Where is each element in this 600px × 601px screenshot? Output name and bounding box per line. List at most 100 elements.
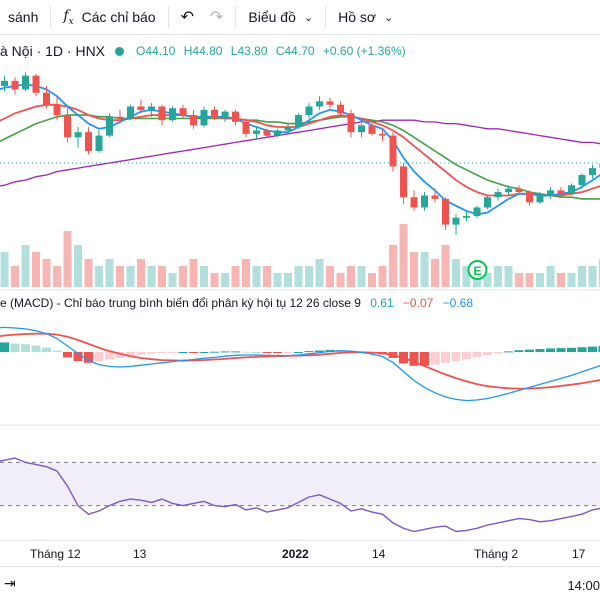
macd-histogram-bar <box>221 351 230 352</box>
candle-body <box>33 76 40 93</box>
candle-body <box>369 125 376 134</box>
bottom-bar: ⇥ 14:00 <box>0 566 600 601</box>
candle-body <box>474 207 481 216</box>
close-value: C44.70 <box>276 44 315 58</box>
candle-body <box>432 196 439 199</box>
candle-body <box>526 192 533 202</box>
macd-histogram-bar <box>441 352 450 363</box>
macd-histogram-bar <box>53 351 62 353</box>
candle-body <box>43 93 50 105</box>
open-value: O44.10 <box>136 44 175 58</box>
candle-body <box>159 107 166 121</box>
x-tick-label: Tháng 12 <box>30 547 81 561</box>
candle-body <box>138 107 145 110</box>
change-value: +0.60 (+1.36%) <box>323 44 406 58</box>
candle-body <box>484 197 491 207</box>
volume-bar <box>400 224 408 287</box>
macd-histogram-bar <box>168 352 177 353</box>
candle-body <box>222 112 229 119</box>
volume-bar <box>452 259 460 287</box>
volume-bar <box>232 266 240 287</box>
candle-body <box>390 136 397 167</box>
macd-histogram-bar <box>105 352 114 360</box>
volume-bar <box>295 266 303 287</box>
candle-body <box>579 175 586 185</box>
macd-histogram-bar <box>536 349 545 352</box>
macd-histogram-bar <box>452 352 461 361</box>
candle-body <box>379 134 386 136</box>
high-value: H44.80 <box>184 44 223 58</box>
volume-bar <box>379 266 387 287</box>
candle-body <box>54 105 61 115</box>
candle-body <box>348 113 355 132</box>
volume-bar <box>116 266 124 287</box>
ma-slow-line <box>0 115 600 199</box>
volume-bar <box>53 266 61 287</box>
volume-bar <box>526 273 534 287</box>
macd-histogram-bar <box>147 352 156 354</box>
macd-histogram-bar <box>494 352 503 353</box>
volume-bar <box>557 273 565 287</box>
candle-body <box>75 132 82 137</box>
macd-histogram-bar <box>0 342 9 352</box>
volume-bar <box>200 266 208 287</box>
macd-value: 0.61 <box>370 296 393 310</box>
candle-body <box>169 108 176 120</box>
volume-bar <box>137 259 145 287</box>
macd-legend: e (MACD) - Chỉ báo trung bình biến đổi p… <box>0 296 473 310</box>
volume-bar <box>326 266 334 287</box>
macd-histogram-bar <box>210 352 219 353</box>
volume-bar <box>358 266 366 287</box>
volume-bar <box>1 252 9 287</box>
symbol-legend: à Nội · 1D · HNX O44.10 H44.80 L43.80 C4… <box>0 40 411 62</box>
candle-body <box>537 196 544 203</box>
volume-bar <box>32 252 40 287</box>
candle-body <box>12 81 19 90</box>
macd-histogram-bar <box>179 352 188 353</box>
macd-histogram-bar <box>231 351 240 352</box>
candle-body <box>295 115 302 127</box>
volume-bar <box>263 266 271 287</box>
volume-bar <box>410 252 418 287</box>
candle-body <box>117 117 124 119</box>
volume-bar <box>106 259 114 287</box>
macd-histogram-bar <box>294 352 303 353</box>
volume-bar <box>389 245 397 287</box>
volume-bar <box>221 273 229 287</box>
macd-histogram-bar <box>578 347 587 352</box>
macd-histogram-bar <box>557 348 566 352</box>
candle-body <box>358 125 365 132</box>
candle-body <box>190 115 197 125</box>
candle-body <box>411 197 418 207</box>
symbol-title: à Nội · 1D · HNX <box>0 43 105 59</box>
candle-body <box>106 117 113 136</box>
macd-histogram-bar <box>137 352 146 355</box>
candle-body <box>337 105 344 114</box>
volume-bar <box>305 266 313 287</box>
volume-bar <box>515 273 523 287</box>
volume-bar <box>421 252 429 287</box>
macd-histogram-bar <box>95 352 104 362</box>
candle-body <box>547 190 554 195</box>
volume-bar <box>347 266 355 287</box>
chart-canvas[interactable]: E <box>0 0 600 540</box>
macd-histogram-bar <box>473 352 482 357</box>
macd-histogram-bar <box>63 352 72 357</box>
macd-histogram-bar <box>32 345 41 352</box>
range-tool-icon[interactable]: ⇥ <box>4 575 16 592</box>
macd-histogram-bar <box>546 348 555 352</box>
macd-title: e (MACD) - Chỉ báo trung bình biến đổi p… <box>0 296 361 310</box>
candle-body <box>22 76 29 90</box>
volume-bar <box>158 266 166 287</box>
time-axis[interactable]: Tháng 12 13 2022 14 Tháng 2 17 <box>0 540 600 565</box>
macd-histogram-bar <box>263 352 272 353</box>
macd-histogram-bar <box>21 344 30 352</box>
volume-bar <box>43 259 51 287</box>
volume-bar <box>368 273 376 287</box>
x-tick-label: Tháng 2 <box>474 547 518 561</box>
candle-body <box>201 110 208 125</box>
macd-histogram-bar <box>483 352 492 355</box>
candle-body <box>516 189 523 192</box>
macd-histogram-bar <box>42 348 51 353</box>
macd-histogram-bar <box>588 347 597 352</box>
